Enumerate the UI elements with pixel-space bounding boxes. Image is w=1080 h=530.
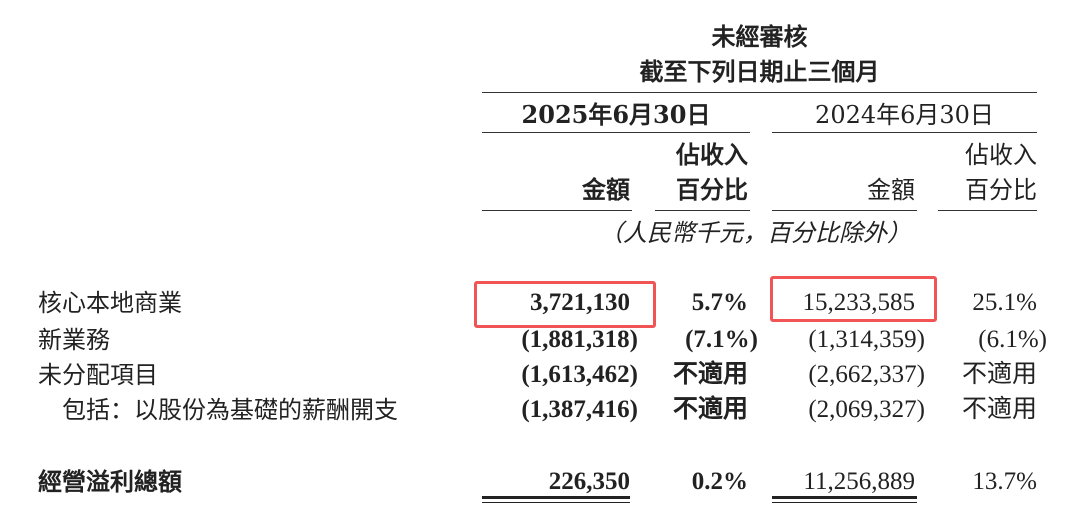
pct-2025: (7.1%) (685, 326, 758, 353)
pct-2025: 不適用 (672, 396, 748, 423)
date-2025: 2025年6月30日 (521, 100, 711, 129)
pct-2024: (6.1%) (978, 326, 1047, 353)
amount-2024: 11,256,889 (803, 468, 915, 495)
row-label: 新業務 (38, 326, 110, 354)
amount-2025: (1,613,462) (521, 361, 638, 388)
double-underline (482, 496, 630, 503)
pct-2025: 不適用 (672, 361, 748, 388)
amount-2025: 226,350 (548, 468, 630, 495)
row-label: 核心本地商業 (38, 289, 182, 317)
amount-2024: (1,314,359) (808, 326, 925, 353)
double-underline (772, 496, 917, 503)
pct-2024: 25.1% (972, 289, 1037, 316)
pct-header-2025-l2: 百分比 (676, 175, 748, 204)
highlight-box (474, 281, 656, 328)
divider (482, 210, 632, 211)
divider (482, 132, 750, 133)
highlight-box (770, 276, 937, 322)
divider (772, 132, 1037, 133)
amount-2025: 3,721,130 (530, 289, 630, 316)
row-label: 包括：以股份為基礎的薪酬開支 (62, 396, 398, 424)
row-label: 未分配項目 (38, 361, 158, 389)
unit-note: （人民幣千元，百分比除外） (599, 219, 911, 247)
divider (938, 210, 1037, 211)
pct-header-2025-l1: 佔收入 (676, 140, 748, 169)
divider (772, 210, 917, 211)
period-heading: 截至下列日期止三個月 (639, 57, 880, 86)
amount-2024: 15,233,585 (802, 289, 916, 316)
amount-header-2025: 金額 (582, 175, 630, 204)
amount-2025: (1,881,318) (521, 326, 638, 353)
amount-2025: (1,387,416) (521, 396, 638, 423)
pct-2024: 不適用 (961, 361, 1037, 388)
pct-2025: 5.7% (691, 289, 748, 316)
amount-2024: (2,662,337) (808, 361, 925, 388)
date-2024: 2024年6月30日 (815, 101, 994, 129)
row-label: 經營溢利總額 (38, 467, 182, 496)
divider (482, 92, 1037, 93)
divider (655, 210, 750, 211)
amount-header-2024: 金額 (867, 176, 915, 204)
pct-header-2024-l1: 佔收入 (965, 141, 1037, 169)
pct-2024: 不適用 (961, 396, 1037, 423)
pct-2024: 13.7% (972, 468, 1037, 495)
amount-2024: (2,069,327) (808, 396, 925, 423)
pct-header-2024-l2: 百分比 (965, 176, 1037, 204)
pct-2025: 0.2% (691, 468, 748, 495)
audit-heading: 未經審核 (711, 22, 808, 51)
